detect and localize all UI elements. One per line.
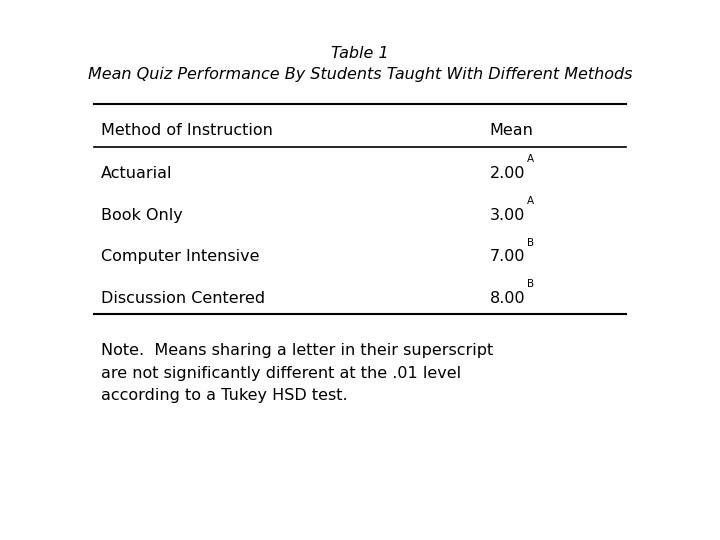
Text: Note.  Means sharing a letter in their superscript
are not significantly differe: Note. Means sharing a letter in their su… <box>101 343 493 403</box>
Text: Computer Intensive: Computer Intensive <box>101 249 259 265</box>
Text: A: A <box>527 154 534 165</box>
Text: 7.00: 7.00 <box>490 249 525 265</box>
Text: Table 1: Table 1 <box>331 46 389 61</box>
Text: Discussion Centered: Discussion Centered <box>101 291 265 306</box>
Text: 2.00: 2.00 <box>490 166 525 181</box>
Text: Actuarial: Actuarial <box>101 166 172 181</box>
Text: Method of Instruction: Method of Instruction <box>101 123 273 138</box>
Text: Book Only: Book Only <box>101 208 183 223</box>
Text: 3.00: 3.00 <box>490 208 525 223</box>
Text: Mean: Mean <box>490 123 534 138</box>
Text: B: B <box>527 238 534 248</box>
Text: B: B <box>527 279 534 289</box>
Text: Mean Quiz Performance By Students Taught With Different Methods: Mean Quiz Performance By Students Taught… <box>88 68 632 83</box>
Text: A: A <box>527 196 534 206</box>
Text: 8.00: 8.00 <box>490 291 525 306</box>
